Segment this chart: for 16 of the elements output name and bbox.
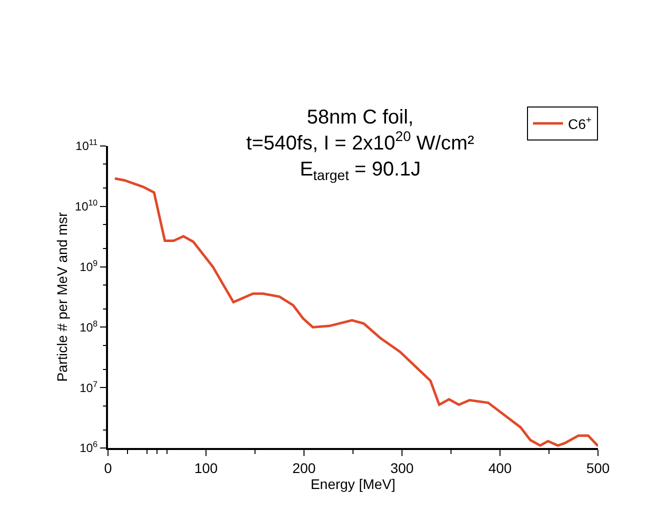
y-tick-label: 10$^{11}$ [76, 137, 98, 154]
y-tick-label: 10$^{7}$ [80, 378, 98, 395]
x-tick-label: 500 [586, 460, 610, 476]
y-axis-title: Particle # per MeV and msr [54, 212, 70, 382]
x-tick-label: 0 [104, 460, 112, 476]
y-tick-label: 10$^{8}$ [80, 318, 98, 334]
chart-title: 58nm C foil, t=540fs, I = 2x10$^{20}$ W/cm² E$_{target}$ = 90.1J [246, 106, 474, 183]
y-tick-label: 10$^{10}$ [74, 198, 98, 214]
y-tick-label: 10$^{9}$ [80, 258, 98, 274]
x-tick-label: 200 [292, 460, 316, 476]
x-tick-label: 400 [488, 460, 512, 476]
y-tick-label: 10$^{6}$ [80, 439, 98, 456]
x-tick-label: 100 [194, 460, 218, 476]
x-tick-label: 300 [390, 460, 414, 476]
legend-label: C6$^{+}$ [568, 114, 592, 132]
x-axis-title: Energy [MeV] [310, 476, 396, 492]
